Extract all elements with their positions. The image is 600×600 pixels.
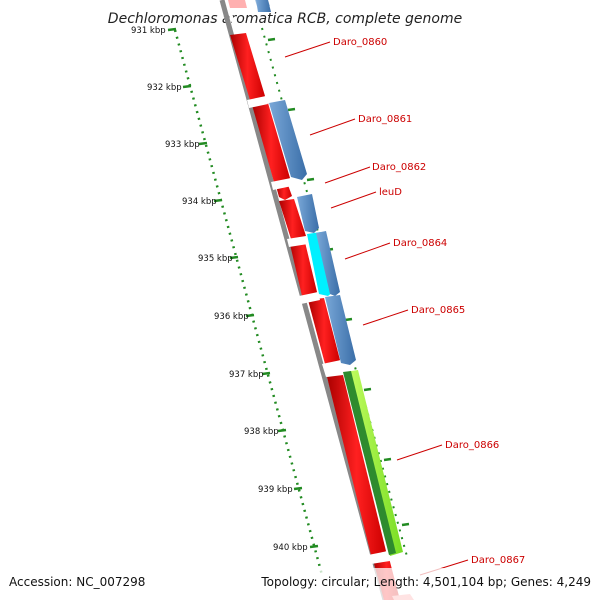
scale-label: 939 kbp bbox=[258, 485, 293, 495]
gene-label-daro-0862[interactable]: Daro_0862 bbox=[372, 162, 426, 173]
accession-text: Accession: NC_007298 bbox=[9, 575, 145, 589]
footer-background bbox=[0, 568, 600, 600]
gene-label-daro-0867[interactable]: Daro_0867 bbox=[471, 555, 525, 566]
gene-feature-daro-0865-reverse[interactable] bbox=[325, 295, 356, 365]
gene-labels[interactable]: Daro_0860 Daro_0861 Daro_0862 leuD Daro_… bbox=[333, 37, 525, 566]
scale-label: 937 kbp bbox=[229, 370, 264, 380]
scale-label: 933 kbp bbox=[165, 140, 200, 150]
gene-feature-daro-0862[interactable] bbox=[276, 185, 292, 200]
scale-label: 936 kbp bbox=[214, 312, 249, 322]
scale-label: 940 kbp bbox=[273, 543, 308, 553]
gene-label-daro-0861[interactable]: Daro_0861 bbox=[358, 114, 412, 125]
gene-label-leud[interactable]: leuD bbox=[379, 187, 402, 198]
scale-line bbox=[173, 29, 324, 576]
gene-label-daro-0866[interactable]: Daro_0866 bbox=[445, 440, 499, 451]
gene-feature-daro-0861-reverse[interactable] bbox=[269, 100, 307, 180]
scale-label: 931 kbp bbox=[131, 26, 166, 36]
scale-label: 935 kbp bbox=[198, 254, 233, 264]
gene-feature-top-reverse[interactable] bbox=[256, 0, 271, 12]
map-title: Dechloromonas aromatica RCB, complete ge… bbox=[108, 11, 462, 27]
gene-label-daro-0865[interactable]: Daro_0865 bbox=[411, 305, 465, 316]
scale-label: 938 kbp bbox=[244, 427, 279, 437]
gene-feature-daro-0864[interactable] bbox=[289, 238, 317, 299]
gene-separators bbox=[247, 96, 390, 564]
gene-feature-daro-0860[interactable] bbox=[230, 33, 265, 104]
scale-label: 934 kbp bbox=[182, 197, 217, 207]
outer-ring-ticks bbox=[267, 37, 410, 527]
gene-label-daro-0864[interactable]: Daro_0864 bbox=[393, 238, 447, 249]
gene-feature-daro-0866[interactable] bbox=[327, 375, 386, 558]
gene-feature-leud-reverse[interactable] bbox=[297, 194, 319, 233]
gene-feature-daro-0864-reverse[interactable] bbox=[316, 231, 340, 296]
gene-feature-daro-0861[interactable] bbox=[252, 103, 290, 185]
gene-feature-daro-0866-dark[interactable] bbox=[343, 371, 396, 555]
gene-feature-daro-0865[interactable] bbox=[308, 298, 340, 367]
gene-label-daro-0860[interactable]: Daro_0860 bbox=[333, 37, 387, 48]
scale-tick-marks bbox=[167, 27, 319, 549]
topology-text: Topology: circular; Length: 4,501,104 bp… bbox=[260, 575, 591, 589]
scale-labels: 931 kbp 932 kbp 933 kbp 934 kbp 935 kbp … bbox=[131, 26, 308, 553]
gene-feature[interactable] bbox=[228, 0, 247, 8]
gene-feature-leud[interactable] bbox=[279, 199, 306, 242]
gene-feature-daro-0864-highlight[interactable] bbox=[307, 232, 333, 296]
scale-label: 932 kbp bbox=[147, 83, 182, 93]
